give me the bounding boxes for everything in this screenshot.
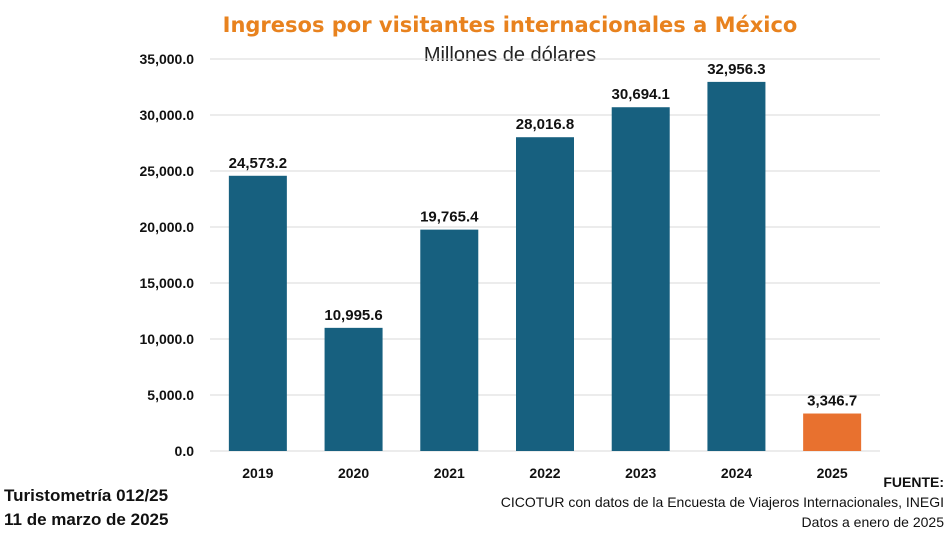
y-tick-label: 30,000.0 bbox=[140, 107, 195, 123]
data-label: 30,694.1 bbox=[612, 86, 670, 103]
data-note: Datos a enero de 2025 bbox=[801, 514, 944, 530]
data-label: 24,573.2 bbox=[229, 155, 287, 172]
report-id: Turistometría 012/25 bbox=[4, 486, 169, 505]
bar-2023 bbox=[611, 107, 670, 452]
source-info: FUENTE: CICOTUR con datos de la Encuesta… bbox=[501, 472, 944, 532]
bar-2025 bbox=[803, 413, 862, 451]
y-tick-label: 20,000.0 bbox=[140, 219, 195, 235]
bar-2021 bbox=[420, 229, 479, 451]
bar-2022 bbox=[516, 137, 574, 451]
y-axis: 0.0 5,000.0 10,000.0 15,000.0 20,000.0 25,000… bbox=[140, 51, 195, 459]
x-tick-label: 2019 bbox=[242, 465, 273, 481]
x-axis: 2019 2020 2021 2022 2023 2024 2025 bbox=[242, 465, 848, 481]
bar-2019 bbox=[228, 175, 287, 452]
chart-subtitle: Millones de dólares bbox=[424, 44, 596, 66]
x-tick-label: 2025 bbox=[817, 465, 848, 481]
x-tick-label: 2023 bbox=[625, 465, 656, 481]
x-tick-label: 2021 bbox=[434, 465, 465, 481]
data-label: 19,765.4 bbox=[420, 209, 479, 226]
bar-2020 bbox=[324, 327, 383, 451]
report-date: 11 de marzo de 2025 bbox=[4, 510, 169, 529]
y-tick-label: 5,000.0 bbox=[147, 387, 194, 403]
report-info: Turistometría 012/25 11 de marzo de 2025 bbox=[4, 484, 168, 532]
data-label: 3,346.7 bbox=[807, 393, 857, 410]
source-title: FUENTE: bbox=[883, 474, 944, 490]
data-label: 28,016.8 bbox=[516, 116, 574, 133]
chart-title: Ingresos por visitantes internacionales … bbox=[223, 13, 798, 37]
data-label: 32,956.3 bbox=[707, 61, 765, 78]
x-tick-label: 2024 bbox=[721, 465, 752, 481]
y-tick-label: 35,000.0 bbox=[140, 51, 195, 67]
y-tick-label: 25,000.0 bbox=[140, 163, 195, 179]
x-tick-label: 2020 bbox=[338, 465, 369, 481]
y-tick-label: 0.0 bbox=[175, 443, 195, 459]
source-text: CICOTUR con datos de la Encuesta de Viaj… bbox=[500, 494, 944, 510]
data-labels: 24,573.2 10,995.6 19,765.4 28,016.8 30,694.1… bbox=[229, 61, 858, 410]
x-tick-label: 2022 bbox=[529, 465, 560, 481]
y-tick-label: 10,000.0 bbox=[140, 331, 195, 347]
data-label: 10,995.6 bbox=[324, 307, 382, 324]
bar-2024 bbox=[707, 81, 766, 452]
y-tick-label: 15,000.0 bbox=[140, 275, 195, 291]
bars bbox=[228, 81, 862, 452]
